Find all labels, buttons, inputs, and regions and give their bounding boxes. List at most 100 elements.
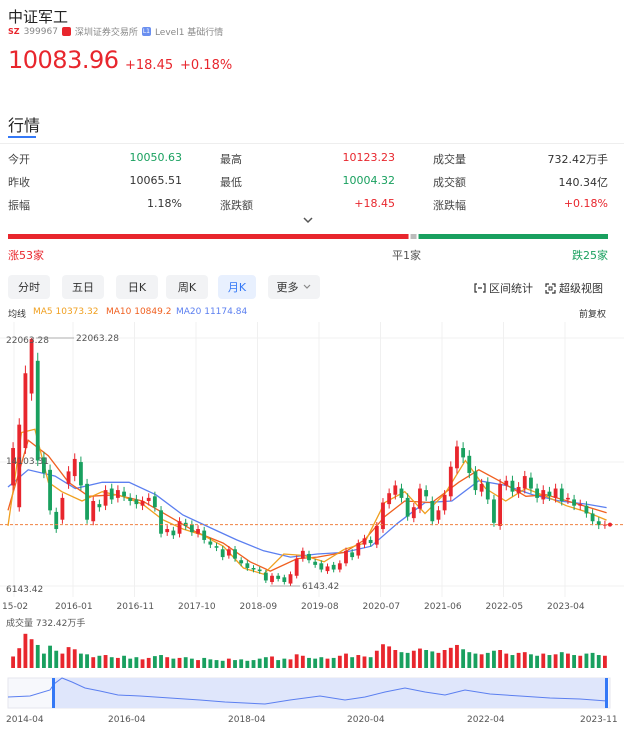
- candle-body: [393, 485, 398, 495]
- range-bracket-icon: [474, 283, 486, 293]
- volume-bar: [541, 653, 546, 668]
- candle-body: [109, 488, 114, 500]
- adjust-mode[interactable]: 前复权: [579, 310, 607, 320]
- quote-value: 10123.23: [342, 151, 396, 164]
- volume-bar: [146, 657, 151, 668]
- volume-bar: [535, 655, 540, 668]
- volume-bar: [559, 652, 564, 668]
- volume-bar: [11, 656, 15, 668]
- candle-body: [590, 513, 595, 522]
- candle-body: [115, 490, 120, 498]
- volume-bar: [411, 650, 416, 668]
- volume-bar: [522, 652, 527, 668]
- market-badge: SZ: [8, 27, 20, 36]
- candle-body: [553, 488, 558, 498]
- volume-bar: [282, 658, 287, 668]
- candle-body: [455, 446, 459, 469]
- candle-body: [418, 488, 422, 509]
- quote-value: 10004.32: [342, 174, 396, 187]
- volume-bar: [140, 659, 145, 668]
- candle-body: [300, 550, 305, 559]
- volume-bar: [226, 658, 231, 668]
- volume-bar: [214, 660, 219, 668]
- volume-bar: [288, 659, 293, 668]
- candle-body: [510, 480, 515, 492]
- volume-bar: [239, 659, 244, 668]
- section-title[interactable]: 行情: [8, 116, 41, 135]
- volume-bar: [356, 655, 361, 668]
- expand-chevron-icon[interactable]: [301, 215, 315, 225]
- tab-five-day[interactable]: 五日: [62, 275, 104, 299]
- range-stats-label: 区间统计: [489, 282, 533, 295]
- candle-body: [411, 507, 416, 519]
- volume-bar: [436, 652, 441, 668]
- candle-body: [325, 566, 330, 572]
- candle-body: [430, 500, 435, 522]
- volume-bar: [294, 654, 299, 668]
- candle-body: [516, 486, 521, 494]
- tab-more[interactable]: 更多: [268, 275, 320, 299]
- tab-weekly-k[interactable]: 周K: [166, 275, 208, 299]
- breadth-flat-segment: [410, 234, 417, 239]
- volume-bar: [387, 646, 392, 668]
- volume-bar: [393, 650, 398, 668]
- quote-label: 昨收: [8, 176, 30, 189]
- volume-bar: [66, 647, 71, 668]
- chart-grid: [0, 322, 624, 597]
- candle-body: [572, 499, 577, 506]
- breadth-flat-count: 平1家: [392, 249, 421, 262]
- candle-body: [492, 499, 496, 523]
- candle-body: [541, 490, 546, 500]
- range-stats-button[interactable]: 区间统计: [474, 280, 533, 296]
- candle-body: [276, 575, 281, 579]
- candle-body: [584, 505, 589, 514]
- volume-bar: [85, 654, 89, 668]
- volume-bar: [29, 639, 34, 668]
- volume-bar: [134, 657, 139, 668]
- volume-bar: [208, 659, 213, 668]
- volume-bar: [202, 657, 207, 668]
- volume-bar: [41, 653, 46, 668]
- breadth-down-segment: [418, 234, 608, 239]
- volume-bar: [23, 633, 28, 668]
- quote-value: 10065.51: [129, 174, 183, 187]
- breadth-up-count: 涨53家: [8, 249, 44, 262]
- volume-bar: [442, 650, 447, 668]
- x-tick-label: 2016-01: [55, 602, 93, 612]
- quote-value: 10050.63: [129, 151, 183, 164]
- volume-bar: [405, 652, 410, 668]
- navigator-selection: [54, 678, 607, 708]
- volume-bar: [91, 657, 96, 668]
- candle-body: [177, 521, 182, 534]
- volume-bar: [48, 645, 52, 668]
- candle-body: [313, 561, 318, 565]
- x-tick-label: 2017-10: [178, 602, 216, 612]
- chart-labels: 22063.28 14103.31 6143.42 22063.28 6143.42 15…: [0, 334, 624, 612]
- volume-bar: [325, 658, 330, 668]
- super-view-button[interactable]: 超级视图: [545, 280, 603, 296]
- tab-monthly-k[interactable]: 月K: [218, 275, 256, 299]
- breadth-down-count: 跌25家: [572, 249, 608, 262]
- tab-daily-k[interactable]: 日K: [116, 275, 158, 299]
- ma5-path: [7, 428, 607, 575]
- volume-bar: [516, 652, 521, 668]
- volume-bar: [424, 650, 429, 668]
- stock-code: 399967: [23, 26, 58, 37]
- quote-label: 振幅: [8, 199, 30, 212]
- quote-label: 涨跌额: [220, 199, 253, 212]
- kline-chart[interactable]: 22063.28 14103.31 6143.42 22063.28 6143.42 15…: [0, 322, 624, 737]
- candle-body: [60, 497, 65, 520]
- chevron-down-icon: [303, 284, 310, 289]
- candle-body: [146, 497, 151, 501]
- volume-bar: [60, 653, 65, 668]
- volume-bar: [251, 660, 256, 668]
- candle-body: [91, 500, 96, 522]
- candle-body: [529, 477, 533, 489]
- candle-body: [399, 488, 404, 498]
- candle-body: [78, 462, 83, 486]
- volume-bar: [547, 655, 552, 668]
- tab-intraday[interactable]: 分时: [8, 275, 50, 299]
- volume-bar: [498, 650, 503, 668]
- candle-body: [522, 476, 527, 489]
- ma20-path: [7, 469, 607, 558]
